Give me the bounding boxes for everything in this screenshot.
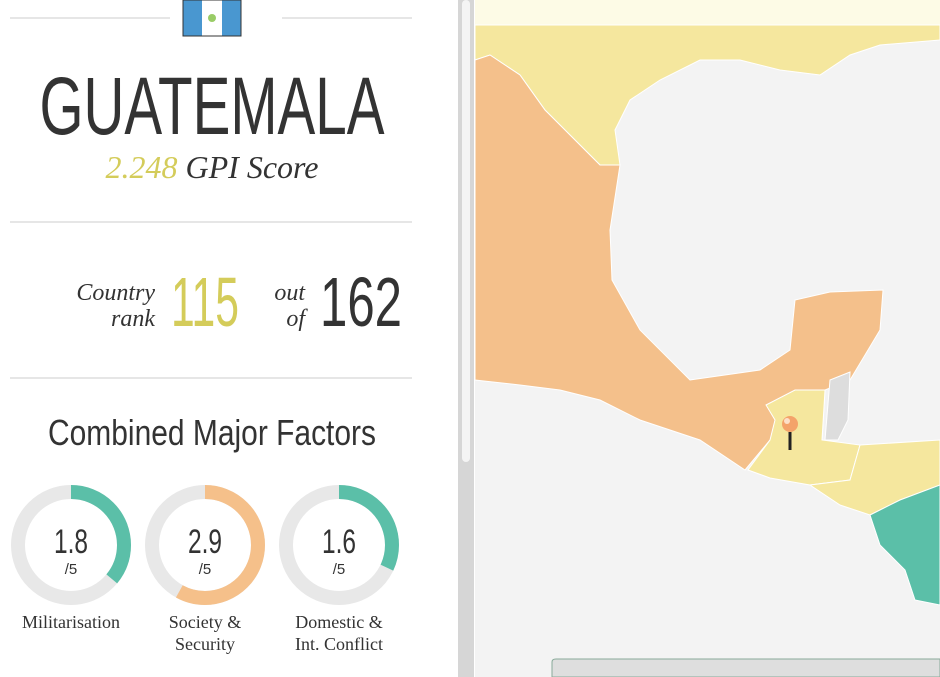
map[interactable] bbox=[474, 0, 940, 677]
donut-value: 1.8 bbox=[54, 523, 88, 561]
out-label: of bbox=[286, 306, 308, 332]
rank-label: Country bbox=[76, 280, 155, 306]
donut-value: 2.9 bbox=[188, 523, 222, 561]
donut-arc bbox=[11, 485, 131, 605]
donut-arc bbox=[145, 485, 265, 605]
donut-arc bbox=[279, 485, 399, 605]
factors-title: Combined Major Factors bbox=[48, 412, 376, 453]
flag bbox=[182, 0, 242, 37]
donut-scale: /5 bbox=[199, 561, 212, 578]
factor-name: Militarisation bbox=[22, 612, 120, 632]
score-line: 2.248 GPI Score bbox=[106, 149, 319, 185]
donut-scale: /5 bbox=[65, 561, 78, 578]
factor-name: Domestic & bbox=[295, 612, 383, 632]
factor-name: Society & bbox=[169, 612, 242, 632]
factor-donuts: 1.8/5 Militarisation 2.9/5 Society &Securit… bbox=[11, 485, 399, 654]
rank-label: rank bbox=[111, 306, 155, 332]
donut-scale: /5 bbox=[333, 561, 346, 578]
rank-value: 115 bbox=[171, 263, 239, 341]
factor-name: Int. Conflict bbox=[295, 634, 383, 654]
score-label: GPI Score bbox=[186, 149, 319, 185]
country-name: GUATEMALA bbox=[40, 61, 385, 152]
scrollbar-thumb[interactable] bbox=[462, 0, 470, 462]
donut-value: 1.6 bbox=[322, 523, 356, 561]
out-label: out bbox=[274, 280, 306, 306]
factor-name: Security bbox=[175, 634, 235, 654]
score-value: 2.248 bbox=[106, 149, 178, 185]
rank-total: 162 bbox=[320, 263, 402, 341]
